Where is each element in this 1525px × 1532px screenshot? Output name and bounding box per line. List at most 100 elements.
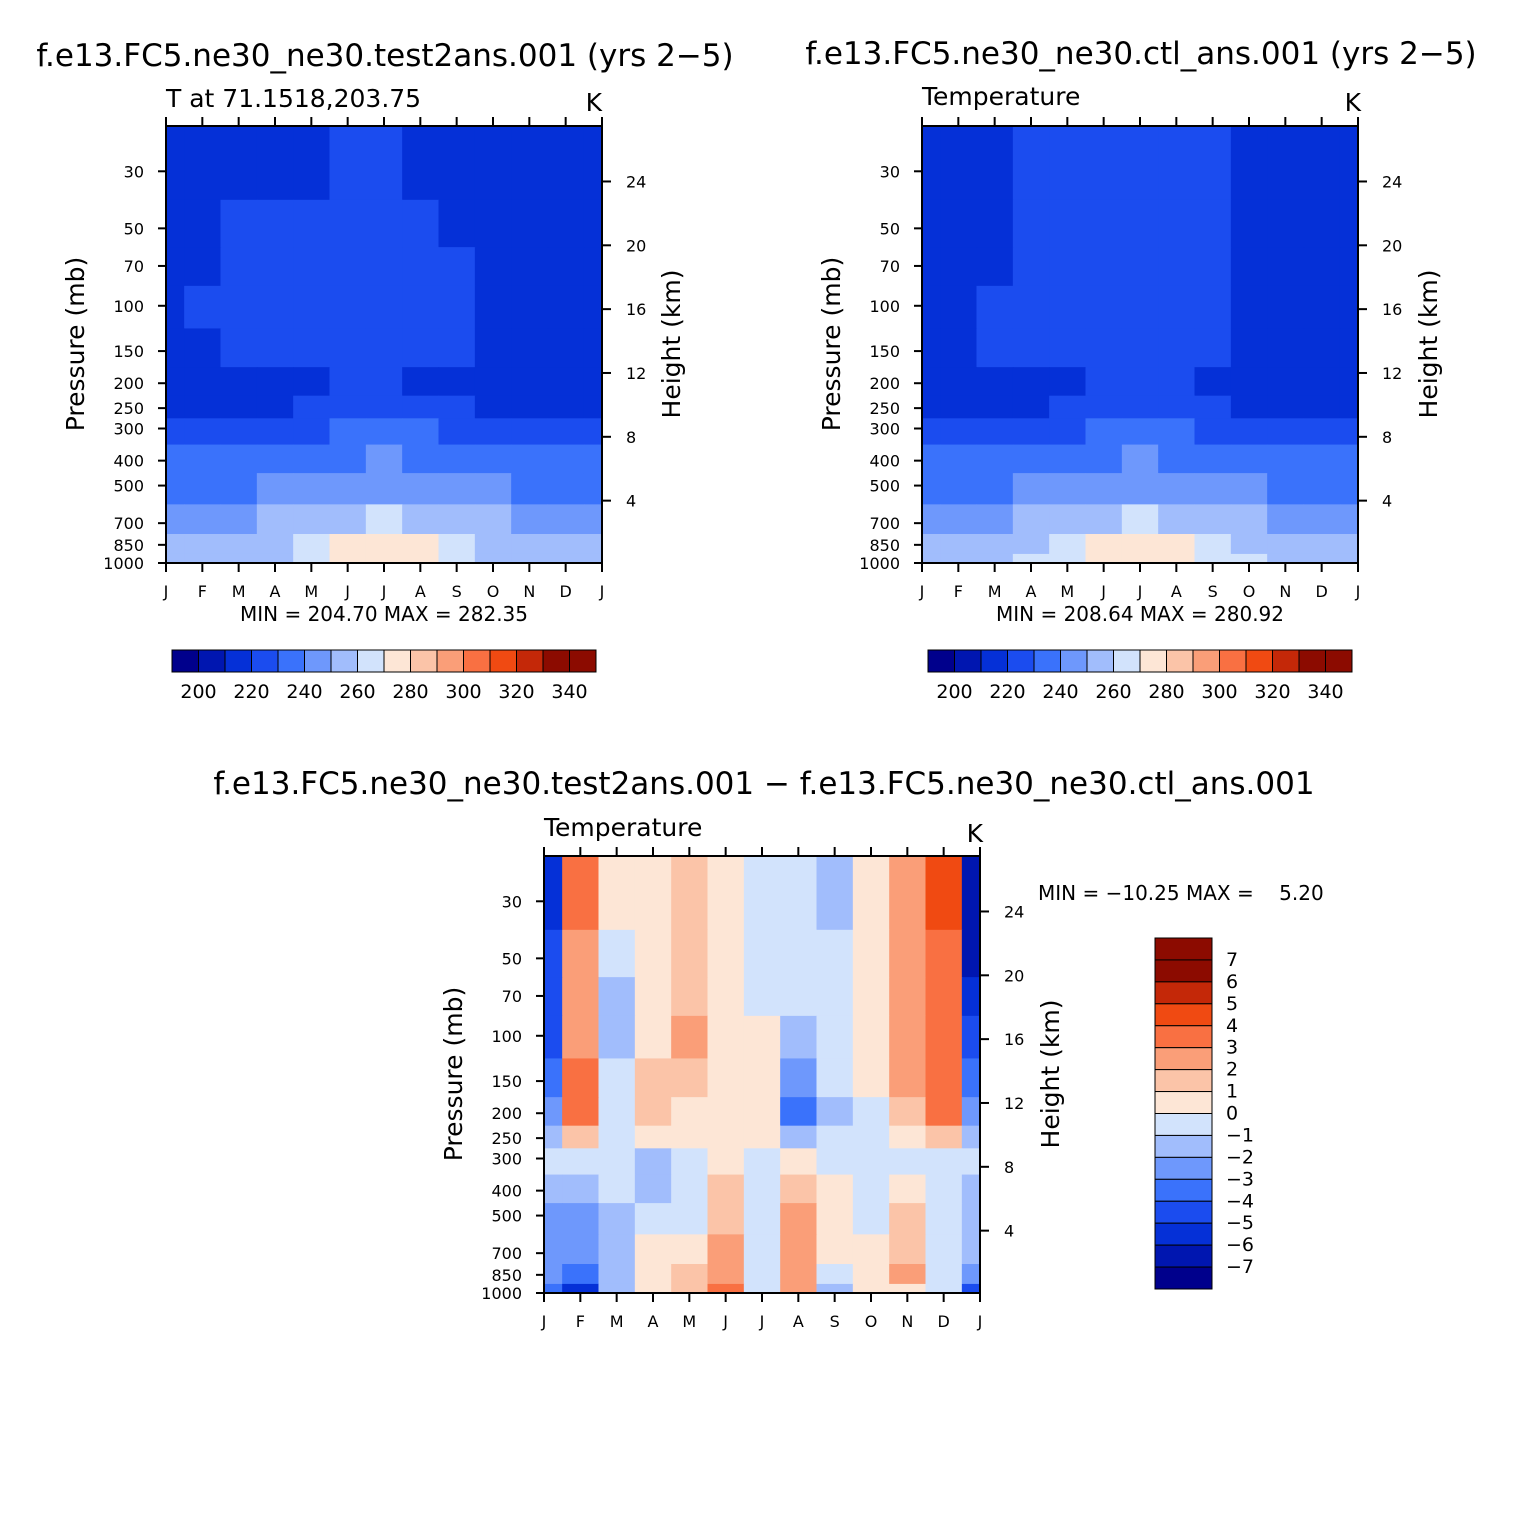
contour-cell <box>780 1264 818 1285</box>
contour-cell <box>474 285 512 330</box>
contour-cell <box>707 1097 745 1127</box>
contour-cell <box>583 395 602 419</box>
y-tick-label: 150 <box>113 342 144 361</box>
contour-cell <box>166 247 185 287</box>
contour-cell <box>1267 504 1305 535</box>
y-tick-label: 150 <box>869 342 900 361</box>
contour-cell <box>852 856 890 931</box>
contour-cell <box>925 1148 963 1176</box>
x-tick-label: M <box>1060 582 1074 601</box>
contour-cell <box>922 418 941 446</box>
contour-cell <box>1121 444 1159 474</box>
colorbar-label: 340 <box>1307 681 1343 703</box>
contour-cell <box>852 1015 890 1060</box>
contour-cell <box>852 1174 890 1204</box>
contour-cell <box>166 553 185 563</box>
colorbar-box <box>1154 1003 1213 1027</box>
contour-cell <box>852 1058 890 1098</box>
contour-cell <box>1339 247 1358 287</box>
height-tick-label: 24 <box>1382 172 1402 191</box>
contour-cell <box>1012 534 1050 555</box>
contour-cell <box>1303 553 1341 563</box>
contour-cell <box>889 1125 927 1149</box>
contour-cell <box>707 929 745 978</box>
x-tick-label: A <box>415 582 426 601</box>
contour-cell <box>1158 473 1196 505</box>
contour-cell <box>961 1283 980 1293</box>
panel-test-min-max: MIN = 204.70 MAX = 282.35 <box>240 602 528 626</box>
x-tick-label: S <box>1208 582 1218 601</box>
colorbar-box <box>1154 1156 1213 1180</box>
contour-cell <box>816 1234 854 1265</box>
x-tick-label: M <box>988 582 1002 601</box>
contour-cell <box>1049 553 1087 563</box>
contour-cell <box>256 328 294 368</box>
contour-cell <box>511 247 549 287</box>
contour-cell <box>889 1015 927 1060</box>
contour-cell <box>1012 473 1050 505</box>
contour-cell <box>1121 285 1159 330</box>
contour-cell <box>634 1174 672 1204</box>
x-tick-label: N <box>523 582 535 601</box>
contour-cell <box>256 473 294 505</box>
contour-cell <box>1339 418 1358 446</box>
contour-cell <box>1194 126 1232 201</box>
contour-cell <box>780 977 818 1017</box>
contour-cell <box>1085 199 1123 248</box>
contour-cell <box>598 1015 636 1060</box>
contour-cell <box>511 553 549 563</box>
panel-ctl-ylabel: Pressure (mb) <box>817 257 846 431</box>
contour-cell <box>816 1283 854 1293</box>
y-tick-label: 500 <box>491 1207 522 1226</box>
contour-cell <box>511 395 549 419</box>
colorbar-label: 260 <box>1095 681 1131 703</box>
contour-cell <box>780 1125 818 1149</box>
contour-cell <box>852 1203 890 1235</box>
colorbar-box <box>330 649 358 673</box>
contour-cell <box>438 444 476 474</box>
colorbar-label: 5 <box>1226 993 1238 1015</box>
contour-cell <box>329 367 367 397</box>
contour-cell <box>184 504 222 535</box>
contour-cell <box>976 199 1014 248</box>
y-tick-label: 100 <box>113 297 144 316</box>
contour-cell <box>544 1015 563 1060</box>
contour-cell <box>707 856 745 931</box>
contour-cell <box>671 1203 709 1235</box>
panel-test-left-string: T at 71.1518,203.75 <box>165 84 421 113</box>
x-tick-label: J <box>1137 582 1143 601</box>
contour-cell <box>547 504 585 535</box>
contour-cell <box>402 126 440 201</box>
contour-cell <box>402 285 440 330</box>
contour-cell <box>816 1125 854 1149</box>
contour-cell <box>1085 444 1123 474</box>
contour-cell <box>365 199 403 248</box>
contour-cell <box>1012 418 1050 446</box>
contour-cell <box>166 504 185 535</box>
contour-cell <box>1012 247 1050 287</box>
contour-cell <box>671 856 709 931</box>
contour-cell <box>816 1174 854 1204</box>
colorbar-box <box>1298 649 1326 673</box>
contour-cell <box>1339 126 1358 201</box>
contour-cell <box>743 1148 781 1176</box>
contour-cell <box>1158 285 1196 330</box>
contour-cell <box>438 395 476 419</box>
colorbar-box <box>927 649 955 673</box>
colorbar-box <box>251 649 279 673</box>
contour-cell <box>925 1264 963 1285</box>
contour-cell <box>474 534 512 555</box>
contour-cell <box>852 977 890 1017</box>
colorbar-box <box>1166 649 1194 673</box>
contour-cell <box>562 1283 600 1293</box>
contour-cell <box>365 367 403 397</box>
contour-cell <box>166 418 185 446</box>
contour-cell <box>707 1125 745 1149</box>
contour-cell <box>598 1148 636 1176</box>
contour-cell <box>329 285 367 330</box>
x-tick-label: D <box>938 1312 950 1331</box>
contour-cell <box>547 367 585 397</box>
height-tick-label: 20 <box>1382 236 1402 255</box>
colorbar-box <box>171 649 199 673</box>
contour-cell <box>511 534 549 555</box>
